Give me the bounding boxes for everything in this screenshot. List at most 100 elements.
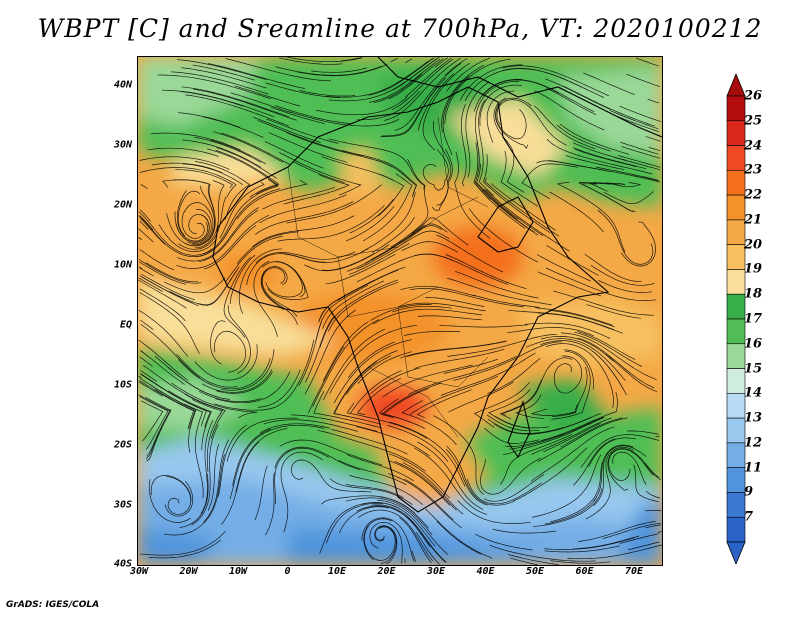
streamline: [291, 414, 378, 432]
streamline: [322, 321, 369, 382]
streamline: [574, 331, 643, 367]
streamline: [486, 90, 515, 143]
streamline: [415, 532, 440, 565]
streamline: [425, 508, 493, 559]
streamline: [593, 445, 647, 507]
streamline: [262, 261, 306, 298]
streamline: [216, 371, 273, 394]
streamline: [466, 478, 542, 505]
colorbar-swatch: [726, 293, 746, 320]
streamline: [434, 57, 448, 68]
streamline: [475, 163, 535, 233]
streamline: [166, 476, 192, 515]
streamline: [138, 237, 142, 241]
colorbar-swatch: [726, 393, 746, 419]
streamline: [176, 59, 267, 81]
streamline: [328, 138, 425, 190]
streamline: [138, 381, 163, 397]
streamline: [635, 57, 659, 67]
streamline: [597, 209, 654, 265]
streamline: [183, 163, 244, 186]
streamline: [251, 215, 355, 248]
lon-label-20e: 20E: [377, 566, 396, 577]
streamline: [620, 141, 659, 155]
streamline: [232, 428, 271, 486]
streamline: [368, 57, 435, 96]
streamline: [260, 266, 288, 311]
streamline: [181, 210, 205, 239]
streamline: [443, 358, 498, 374]
streamline: [598, 279, 653, 293]
streamline: [237, 179, 308, 220]
streamline: [580, 182, 635, 213]
streamline: [141, 273, 196, 301]
streamline: [441, 64, 484, 133]
streamline: [399, 517, 432, 564]
streamline: [191, 424, 219, 526]
lat-label-30s: 30S: [113, 499, 132, 511]
streamline: [609, 109, 659, 130]
streamline: [416, 389, 472, 419]
streamline: [444, 58, 468, 76]
streamline: [544, 537, 635, 550]
streamline: [173, 179, 216, 242]
streamline: [417, 315, 482, 321]
colorbar-swatch: [726, 170, 746, 196]
streamline: [551, 350, 591, 420]
streamline: [448, 381, 514, 413]
streamline: [177, 190, 201, 237]
streamline: [139, 220, 149, 230]
streamline: [377, 173, 405, 217]
streamline: [356, 378, 401, 416]
streamline: [338, 506, 389, 534]
streamline: [150, 475, 192, 501]
streamline: [138, 215, 203, 257]
streamline: [473, 294, 540, 308]
streamline: [194, 344, 258, 381]
streamline: [572, 147, 647, 170]
streamline: [577, 331, 636, 360]
streamline: [261, 269, 298, 326]
streamline: [292, 161, 345, 184]
streamline: [139, 261, 187, 285]
streamline: [546, 138, 653, 175]
colorbar-swatch: [726, 492, 746, 518]
streamline: [378, 398, 425, 429]
streamline: [346, 355, 392, 395]
streamline: [475, 533, 533, 551]
lon-label-10w: 10W: [228, 566, 248, 577]
colorbar-label: 25: [744, 113, 763, 129]
streamline: [411, 550, 417, 563]
streamline: [345, 483, 404, 499]
streamline: [447, 333, 557, 357]
lat-label-eq: EQ: [119, 319, 132, 331]
streamline: [253, 116, 321, 143]
streamline: [495, 102, 527, 140]
streamline: [175, 169, 234, 189]
streamline: [179, 473, 209, 528]
streamline: [193, 88, 297, 121]
streamline: [207, 443, 220, 511]
streamline: [346, 225, 442, 272]
streamline: [139, 209, 151, 222]
streamline: [483, 474, 545, 502]
streamline: [502, 65, 610, 97]
streamline: [346, 402, 428, 439]
streamline: [142, 365, 224, 417]
streamline: [304, 316, 335, 383]
streamline: [139, 267, 154, 277]
streamline: [229, 254, 256, 305]
streamline: [304, 244, 390, 272]
streamline: [593, 444, 634, 502]
streamline: [192, 64, 256, 81]
streamline: [138, 266, 143, 270]
streamline: [176, 214, 269, 269]
streamline: [543, 423, 601, 453]
streamline: [333, 339, 412, 404]
streamline: [316, 96, 408, 116]
streamline: [422, 149, 449, 191]
colorbar-swatch: [726, 368, 746, 394]
streamline: [279, 439, 383, 466]
streamline: [633, 464, 659, 503]
streamline: [275, 105, 354, 125]
